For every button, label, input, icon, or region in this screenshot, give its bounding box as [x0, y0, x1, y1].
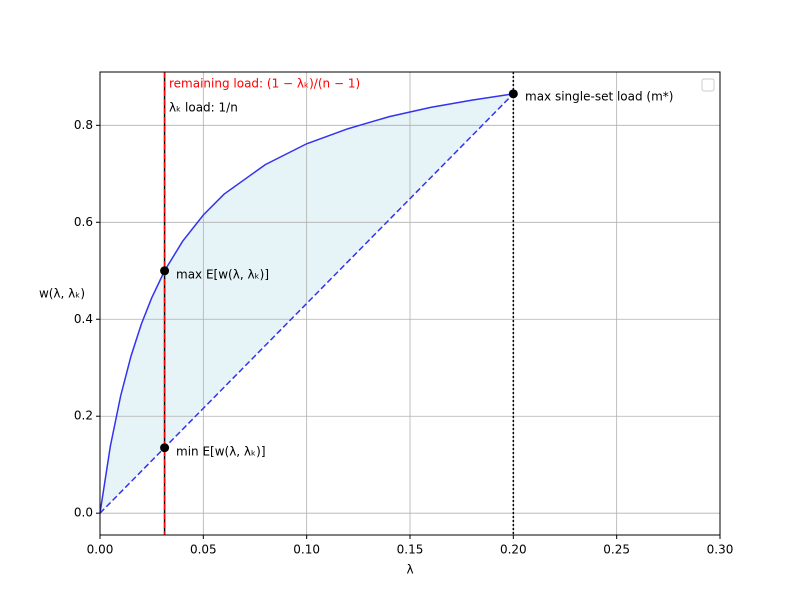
axes-frame: [99, 71, 721, 536]
x-tick-label: 0.10: [293, 543, 320, 557]
y-tick-label: 0.6: [74, 215, 93, 229]
x-tick-label: 0.30: [707, 543, 734, 557]
x-tick-label: 0.00: [87, 543, 114, 557]
y-tick-label: 0.4: [74, 312, 93, 326]
annotation: max single-set load (m*): [525, 90, 673, 104]
x-tick-label: 0.05: [190, 543, 217, 557]
x-tick-label: 0.20: [500, 543, 527, 557]
x-tick-label: 0.15: [397, 543, 424, 557]
annotation: λₖ load: 1/n: [169, 101, 238, 115]
point: [508, 89, 518, 99]
annotation: max E[w(λ, λₖ)]: [176, 268, 269, 282]
x-tick-label: 0.25: [603, 543, 630, 557]
y-tick-label: 0.2: [74, 409, 93, 423]
point: [160, 443, 170, 453]
annotation: remaining load: (1 − λₖ)/(n − 1): [169, 77, 360, 91]
y-tick-label: 0.0: [74, 506, 93, 520]
x-axis-label: λ: [406, 563, 413, 577]
legend: [701, 78, 715, 92]
annotation: min E[w(λ, λₖ)]: [176, 445, 266, 459]
point: [160, 266, 170, 276]
line-series: [99, 93, 514, 514]
y-axis-label: w(λ, λₖ): [39, 287, 85, 301]
line-series: [99, 93, 514, 514]
y-tick-label: 0.8: [74, 118, 93, 132]
